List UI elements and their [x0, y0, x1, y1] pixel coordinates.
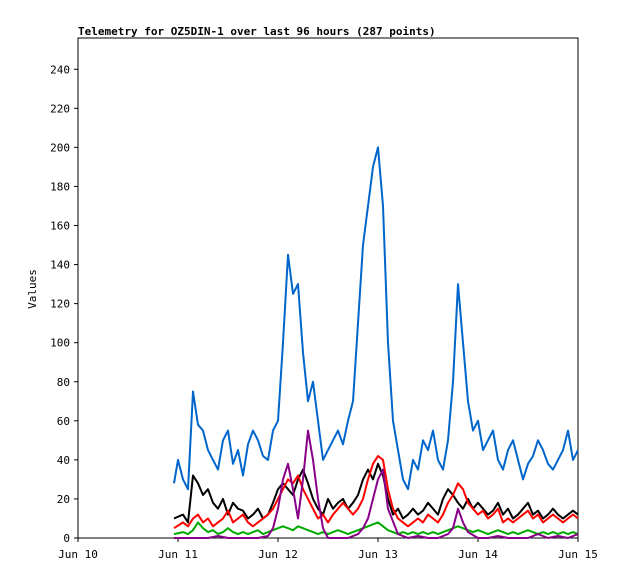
y-tick-label: 40 — [57, 454, 70, 467]
series-line-4 — [173, 521, 579, 536]
y-tick-label: 60 — [57, 415, 70, 428]
chart-title: Telemetry for OZ5DIN-1 over last 96 hour… — [78, 25, 436, 38]
x-tick-label: Jun 11 — [158, 548, 198, 561]
y-tick-label: 0 — [63, 532, 70, 545]
series-line-2 — [173, 462, 579, 524]
x-axis: Jun 10 Jun 11 Jun 12 Jun 13 Jun 14 Jun 15 — [58, 538, 598, 561]
y-tick-label: 160 — [50, 220, 70, 233]
y-tick-label: 80 — [57, 376, 70, 389]
plot-area — [77, 37, 579, 539]
y-tick-label: 100 — [50, 337, 70, 350]
y-tick-label: 180 — [50, 180, 70, 193]
y-tick-label: 200 — [50, 141, 70, 154]
y-tick-label: 20 — [57, 493, 70, 506]
y-axis-label: Values — [26, 269, 39, 309]
x-tick-label: Jun 15 — [558, 548, 598, 561]
x-tick-label: Jun 13 — [358, 548, 398, 561]
x-tick-label: Jun 14 — [458, 548, 498, 561]
series-layer — [173, 146, 579, 539]
y-axis: 0 20 40 60 80 100 120 140 160 180 200 220 240 — [50, 63, 78, 545]
series-line-1 — [173, 146, 579, 491]
x-tick-label: Jun 10 — [58, 548, 98, 561]
y-tick-label: 240 — [50, 63, 70, 76]
series-line-5 — [174, 429, 579, 539]
y-tick-label: 140 — [50, 259, 70, 272]
y-tick-label: 220 — [50, 102, 70, 115]
y-tick-label: 120 — [50, 298, 70, 311]
series-line-3 — [173, 455, 579, 530]
x-tick-label: Jun 12 — [258, 548, 298, 561]
